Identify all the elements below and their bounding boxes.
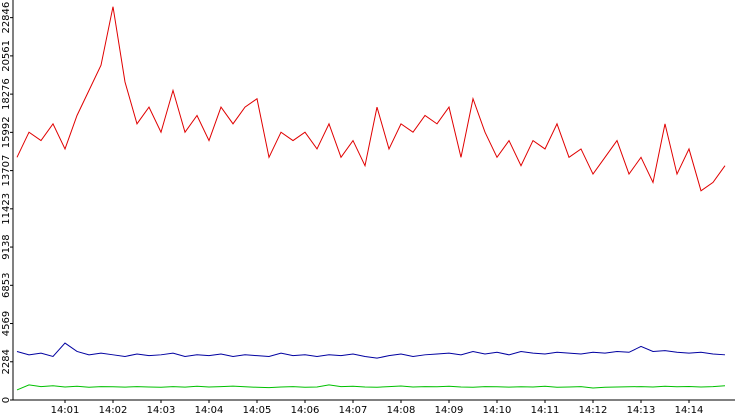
- y-tick-label: 22846: [1, 2, 12, 34]
- x-tick-label: 14:05: [243, 405, 272, 415]
- y-tick-label: 9138: [1, 234, 12, 259]
- x-tick-label: 14:14: [675, 405, 704, 415]
- x-tick-label: 14:11: [531, 405, 560, 415]
- y-tick-label: 13707: [1, 155, 12, 187]
- x-tick-label: 14:10: [483, 405, 512, 415]
- series-line: [16, 384, 726, 391]
- x-tick-label: 14:07: [339, 405, 368, 415]
- y-tick-label: 20561: [1, 40, 12, 72]
- y-tick-label: 11423: [1, 193, 12, 225]
- x-tick-label: 14:13: [627, 405, 656, 415]
- x-tick-label: 14:04: [195, 405, 224, 415]
- x-tick-label: 14:12: [579, 405, 608, 415]
- y-tick-label: 4569: [1, 311, 12, 336]
- x-tick-label: 14:06: [291, 405, 320, 415]
- series-line: [16, 342, 726, 359]
- y-tick-label: 2284: [1, 349, 12, 374]
- x-tick-label: 14:02: [99, 405, 128, 415]
- x-tick-label: 14:09: [435, 405, 464, 415]
- series-line: [16, 6, 726, 192]
- y-tick-label: 18276: [1, 78, 12, 110]
- x-tick-label: 14:03: [147, 405, 176, 415]
- x-tick-label: 14:01: [51, 405, 80, 415]
- y-tick-label: 0: [1, 397, 12, 403]
- y-tick-label: 15992: [1, 116, 12, 148]
- x-tick-label: 14:08: [387, 405, 416, 415]
- y-tick-label: 6853: [1, 273, 12, 298]
